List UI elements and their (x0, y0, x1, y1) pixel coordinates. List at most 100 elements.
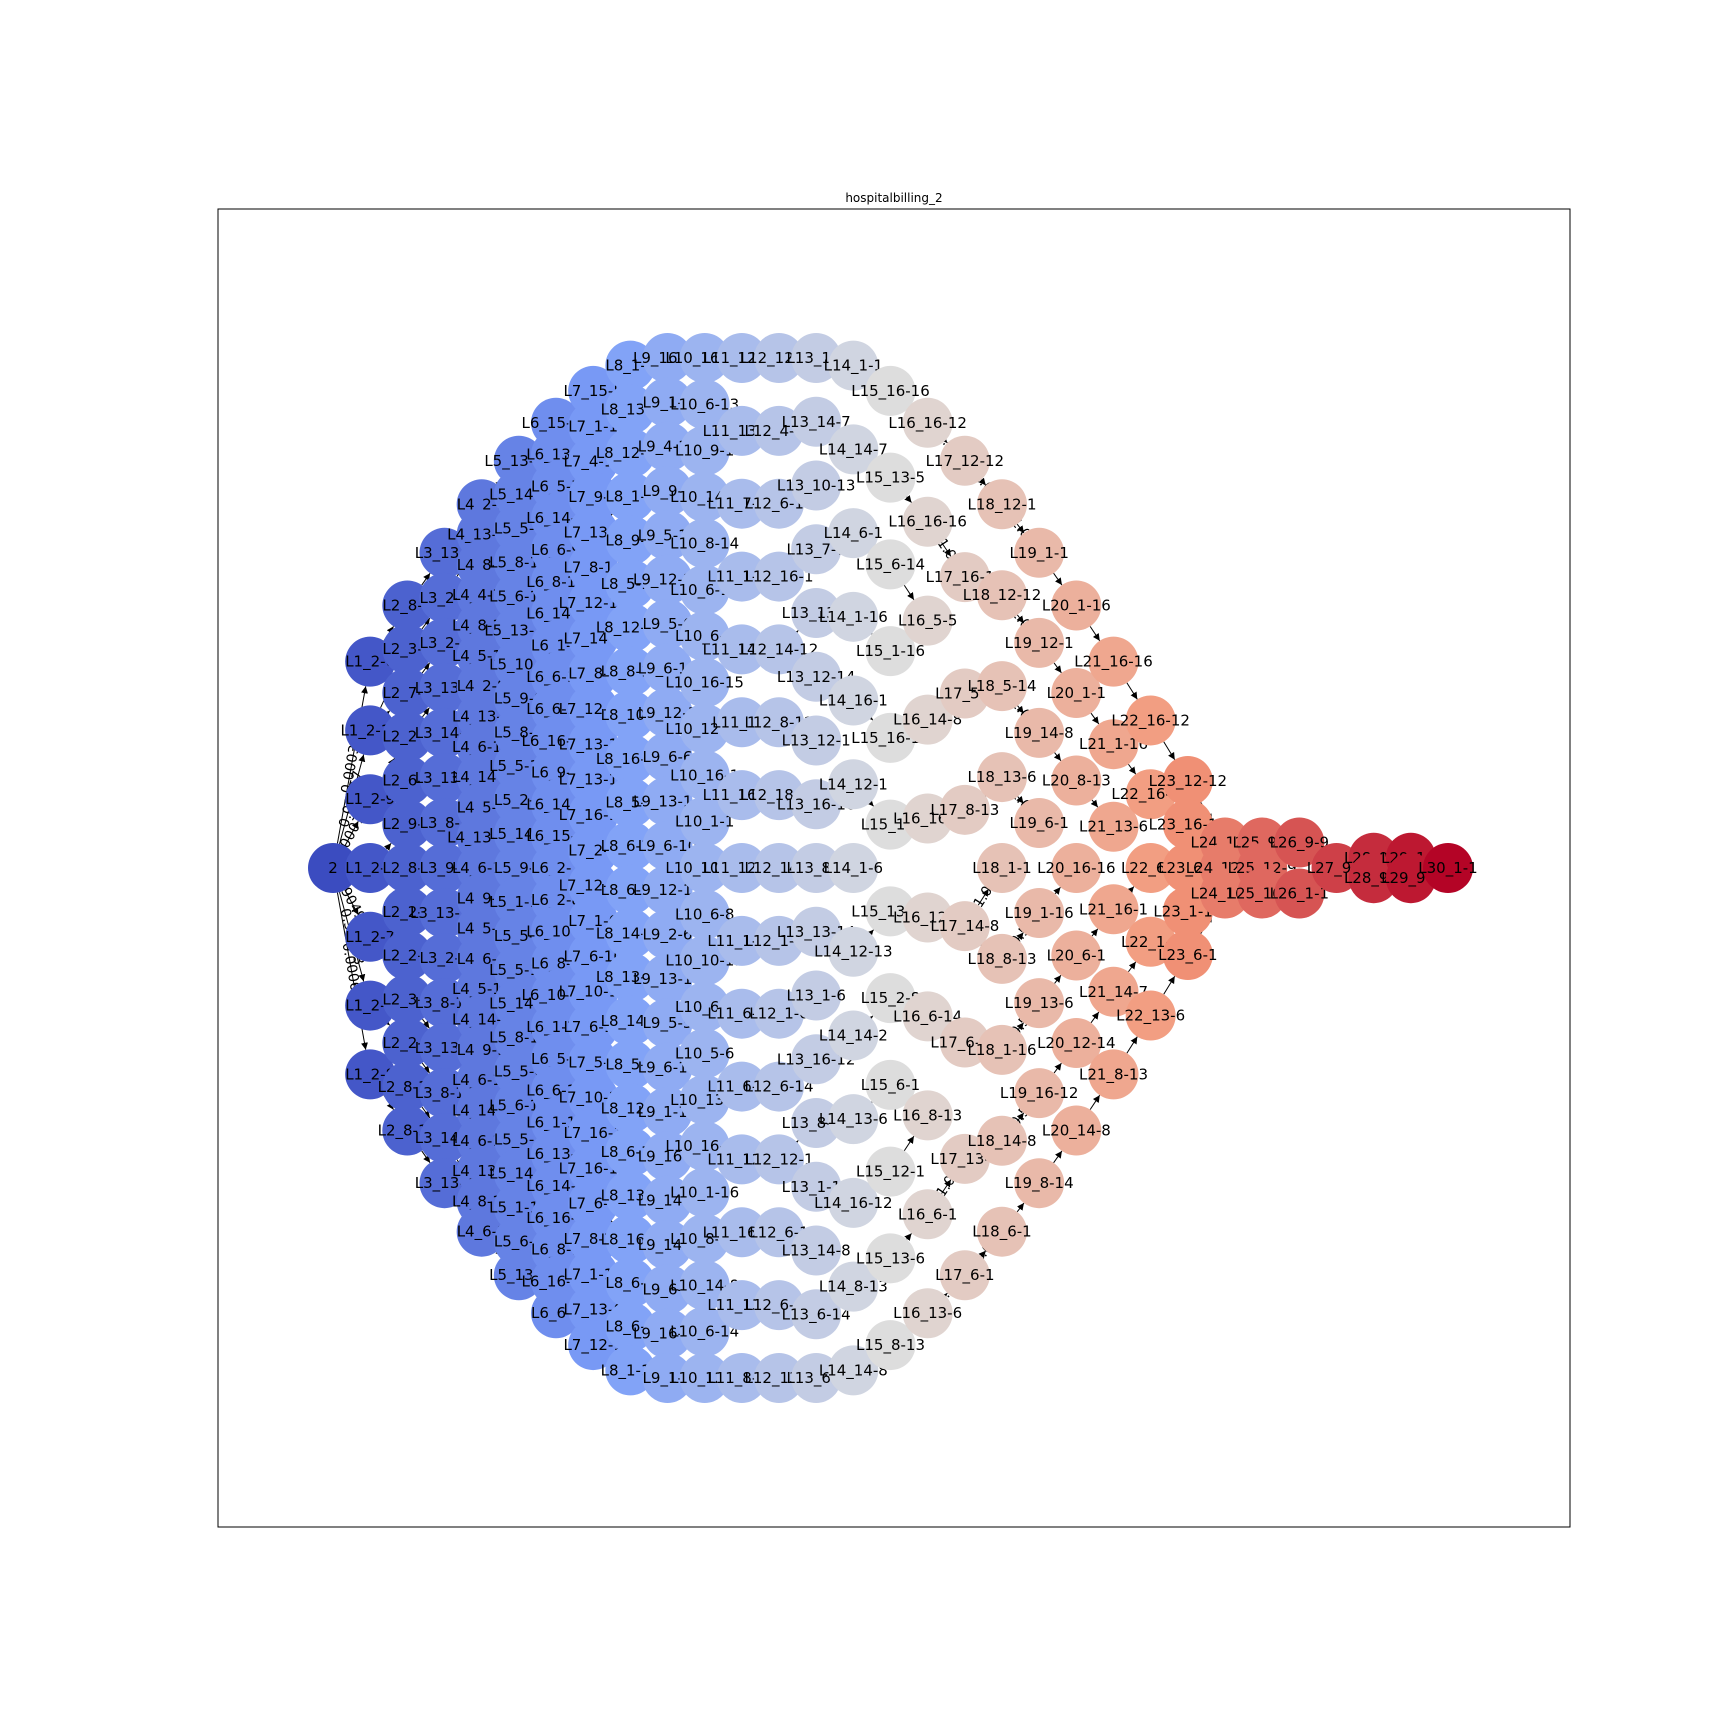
node-circle (568, 683, 619, 734)
graph-node: L22_16-12 (1111, 695, 1190, 746)
node-circle (605, 515, 656, 566)
node-label: L13_6-14 (782, 1305, 851, 1324)
node-circle (791, 396, 842, 447)
node-circle (939, 901, 990, 952)
node-label: L14_8-13 (819, 1278, 888, 1297)
node-circle (1274, 817, 1325, 868)
graph-node: L15_16-12 (851, 712, 930, 763)
node-circle (754, 843, 804, 893)
node-label: L20_14-8 (1042, 1122, 1111, 1141)
node-circle (605, 1170, 656, 1221)
node-label: L16_14-8 (893, 711, 962, 730)
edge (1090, 1011, 1100, 1024)
graph-node: L21_14-7 (1079, 966, 1148, 1017)
node-circle (716, 1061, 767, 1112)
graph-node: L20_14-8 (1042, 1105, 1111, 1156)
node-label: L2_8-8 (382, 859, 432, 878)
node-circle (791, 651, 842, 702)
node-circle (716, 478, 767, 529)
node-circle (679, 1213, 730, 1264)
graph-node: L21_16-1 (1079, 884, 1148, 935)
node-circle (568, 1320, 619, 1371)
node-circle (1014, 797, 1065, 848)
node-label: L3_9-9 (420, 859, 470, 878)
edge (941, 542, 952, 557)
node-circle (605, 995, 656, 1046)
graph-node: L16_14-8 (893, 694, 962, 745)
edge (903, 584, 915, 601)
edge (978, 1250, 987, 1259)
edge (604, 513, 613, 522)
graph-node: L2_2-8 (382, 1018, 433, 1069)
graph-node: L15_6-14 (856, 539, 925, 590)
graph-node: L16_5-5 (898, 595, 957, 646)
node-circle (977, 843, 1027, 893)
node-label: L3_2-4 (420, 634, 470, 653)
node-circle (642, 820, 693, 871)
graph-node: L18_12-1 (968, 479, 1037, 530)
edge (1090, 799, 1099, 808)
graph-node: L10_1-1 (675, 796, 734, 847)
graph-node: L9_2-6 (642, 909, 693, 960)
node-circle (754, 1061, 804, 1112)
node-circle (382, 799, 433, 850)
node-circle (642, 953, 693, 1004)
node-label: L12_12-1 (745, 1150, 814, 1169)
graph-node: L9_14-8 (638, 1219, 697, 1270)
graph-node: L12_14-12 (740, 624, 818, 675)
node-circle (828, 1094, 879, 1145)
node-circle (679, 750, 730, 801)
node-circle (679, 796, 730, 847)
node-circle (1014, 1158, 1065, 1209)
node-circle (1051, 1105, 1102, 1156)
node-circle (865, 1146, 916, 1197)
node-label: L4_2-5 (457, 495, 507, 514)
node-circle (791, 715, 842, 766)
node-label: L16_13-6 (893, 1304, 962, 1323)
node-label: L15_16-16 (851, 382, 930, 401)
edge (1016, 1112, 1025, 1122)
node-circle (754, 333, 804, 383)
node-label: L4_2-8 (457, 677, 507, 696)
edge (1053, 886, 1061, 895)
graph-node: L15_6-1 (861, 1059, 920, 1110)
graph-node: L21_16-16 (1074, 636, 1153, 687)
node-circle (605, 1214, 656, 1265)
node-label: L26_1-1 (1270, 885, 1329, 904)
graph-node: L15_16-16 (851, 365, 930, 416)
node-circle (642, 865, 693, 916)
graph-node: L7_15-5 (563, 365, 623, 416)
node-label: L18_1-1 (972, 859, 1031, 878)
node-label: L9_5-6 (643, 615, 693, 634)
graph-node: 2 (308, 843, 358, 893)
node-circle (828, 1010, 879, 1061)
graph-node: L19_8-14 (1005, 1158, 1074, 1209)
edge (421, 1106, 431, 1119)
graph-node: L16_6-14 (893, 991, 962, 1042)
node-label: L14_14-7 (819, 440, 888, 459)
node-label: L23_12-12 (1149, 772, 1228, 791)
node-label: L15_12-1 (856, 1163, 925, 1182)
graph-node: L7_6-10 (563, 931, 623, 982)
node-label: L10_6-8 (675, 905, 734, 924)
node-circle (977, 933, 1027, 984)
node-label: L17_6-1 (935, 1266, 994, 1285)
node-circle (679, 379, 730, 430)
node-label: L20_1-1 (1047, 684, 1106, 703)
node-circle (568, 648, 619, 699)
node-label: L6_8-1 (531, 1241, 581, 1260)
node-label: L7_13-14 (559, 771, 628, 790)
node-circle (902, 1090, 953, 1141)
node-label: L19_12-1 (1005, 634, 1074, 653)
node-label: L19_8-14 (1005, 1174, 1074, 1193)
edge (1016, 705, 1025, 714)
node-circle (642, 1175, 693, 1226)
node-circle (902, 694, 953, 745)
node-circle (716, 1280, 767, 1331)
node-label: L6_14-8 (526, 1177, 585, 1196)
node-circle (1088, 884, 1139, 935)
node-circle (679, 843, 730, 893)
node-label: L17_8-13 (930, 801, 999, 820)
node-circle (345, 911, 396, 962)
graph-node: L18_13-6 (968, 752, 1037, 803)
